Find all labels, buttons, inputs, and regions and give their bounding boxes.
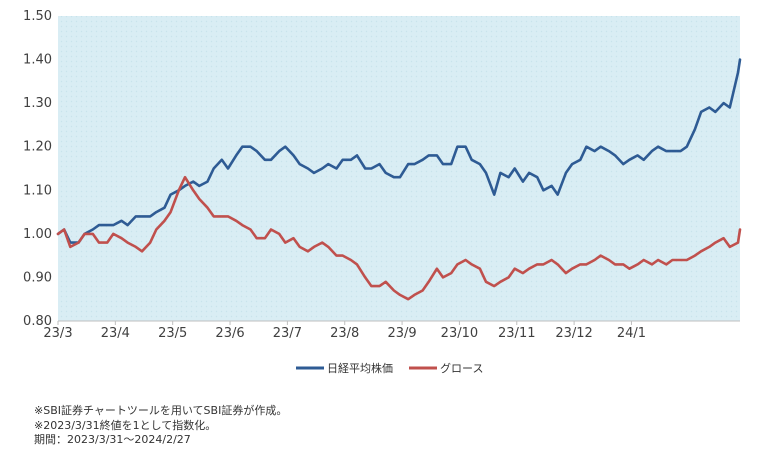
y-tick-label: 1.50 (23, 9, 52, 24)
x-tick-label: 23/3 (43, 326, 72, 341)
legend-label-1: 日経平均株価 (327, 361, 393, 375)
x-tick-label: 23/5 (158, 326, 187, 341)
plot-area (58, 16, 740, 321)
y-axis: 0.80 0.90 1.00 1.10 1.20 1.30 1.40 1.50 (23, 9, 52, 329)
series-line-2 (56, 175, 742, 301)
y-tick-label: 0.80 (23, 314, 52, 329)
note-period: 期間：2023/3/31～2024/2/27 (34, 433, 191, 446)
series-lines (56, 58, 742, 301)
x-tick-label: 23/8 (330, 326, 359, 341)
y-tick-label: 1.10 (23, 183, 52, 198)
y-tick-label: 1.00 (23, 227, 52, 242)
x-axis: 23/3 23/4 23/5 23/6 23/7 23/8 23/9 23/10 23/11 23… (43, 320, 740, 341)
y-tick-label: 0.90 (23, 270, 52, 285)
x-tick-label: 24/1 (617, 326, 646, 341)
chart-notes: ※SBI証券チャートツールを用いてSBI証券が作成。 ※2023/3/31終値を… (34, 404, 287, 448)
x-tick-label: 23/9 (387, 326, 416, 341)
legend: 日経平均株価 グロース (296, 361, 483, 375)
note-index-base: ※2023/3/31終値を1として指数化。 (34, 418, 217, 432)
line-chart: 0.80 0.90 1.00 1.10 1.20 1.30 1.40 1.50 23/3 23/… (23, 9, 742, 375)
y-tick-label: 1.40 (23, 53, 52, 68)
x-tick-label: 23/11 (498, 326, 535, 341)
x-tick-label: 23/4 (101, 326, 130, 341)
x-tick-label: 23/6 (215, 326, 244, 341)
y-tick-label: 1.20 (23, 140, 52, 155)
x-tick-label: 23/12 (555, 326, 592, 341)
legend-label-2: グロース (440, 361, 483, 375)
y-tick-label: 1.30 (23, 96, 52, 111)
x-tick-label: 23/10 (441, 326, 478, 341)
note-source: ※SBI証券チャートツールを用いてSBI証券が作成。 (34, 404, 288, 417)
series-line-1 (56, 58, 742, 244)
x-tick-label: 23/7 (273, 326, 302, 341)
chart-svg: 0.800.901.001.101.201.301.401.50 23/3 23/… (23, 9, 742, 375)
